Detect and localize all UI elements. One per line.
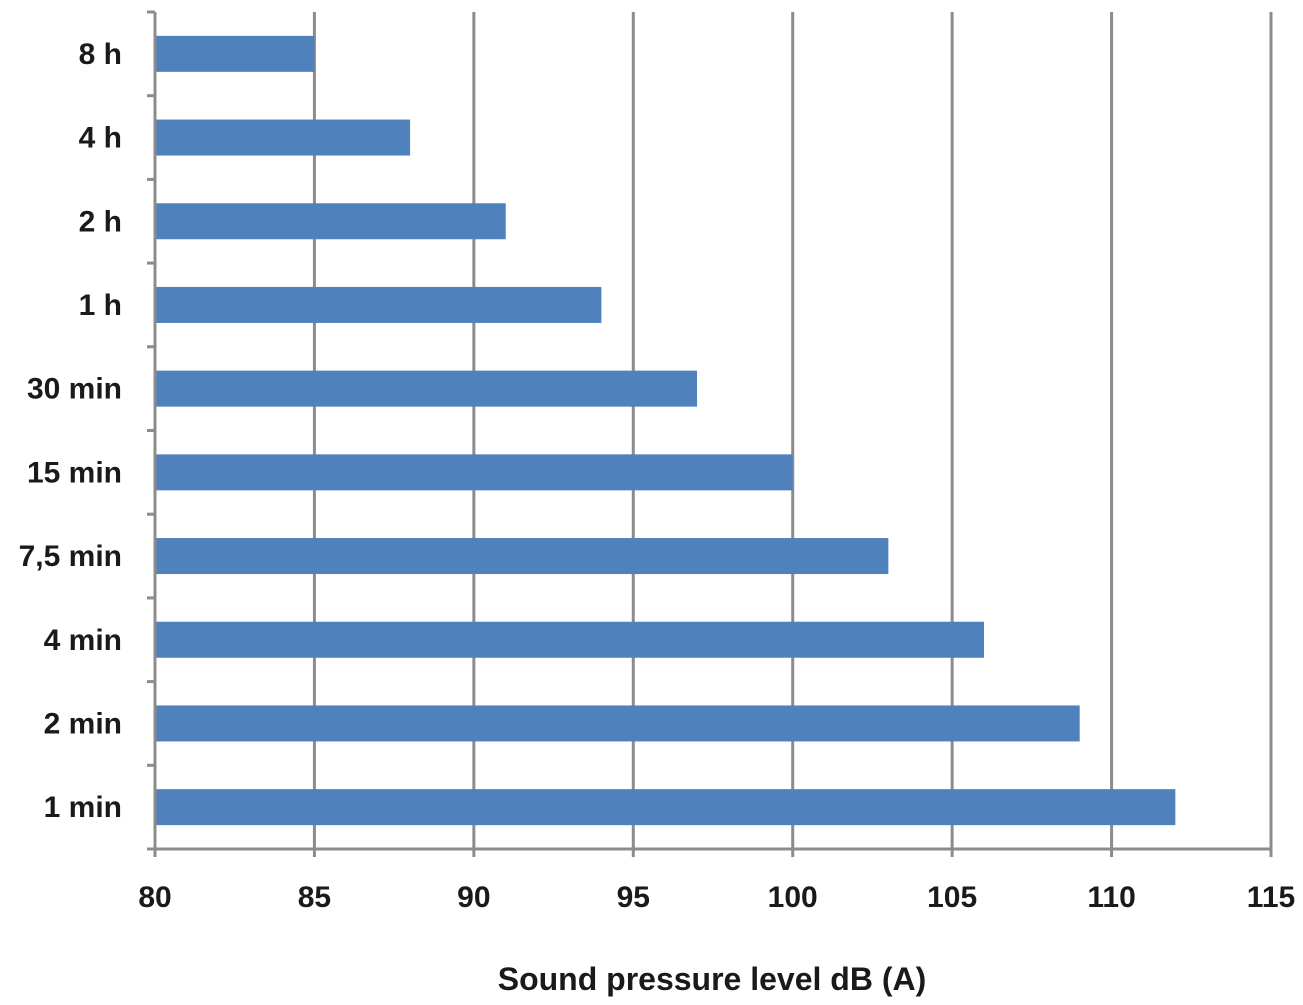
labels: 80 85 90 95 100 105 110 115 1 min 2 min 4 min 7,5 m… (19, 38, 1296, 914)
category-label: 2 min (44, 707, 122, 740)
category-label: 1 min (44, 791, 122, 824)
category-label: 15 min (27, 456, 122, 489)
category-label: 4 min (44, 624, 122, 657)
bar (155, 370, 698, 407)
category-label: 7,5 min (19, 540, 122, 573)
bar (155, 789, 1176, 826)
x-axis-title: Sound pressure level dB (A) (498, 961, 927, 997)
bar (155, 203, 506, 240)
category-label: 1 h (79, 289, 122, 322)
axes (147, 10, 1273, 857)
bar (155, 119, 411, 156)
x-tick-label: 100 (768, 881, 818, 914)
x-tick-label: 80 (138, 881, 171, 914)
category-label: 8 h (79, 38, 122, 71)
bar (155, 621, 985, 658)
category-label: 30 min (27, 373, 122, 406)
bar (155, 35, 315, 72)
x-tick-label: 105 (927, 881, 977, 914)
bar (155, 705, 1080, 742)
bar (155, 538, 889, 575)
bar (155, 286, 602, 323)
bar (155, 454, 793, 491)
x-tick-label: 110 (1087, 881, 1135, 914)
category-label: 2 h (79, 205, 122, 238)
bars (155, 35, 1176, 826)
x-tick-label: 95 (617, 881, 650, 914)
x-tick-label: 85 (298, 881, 331, 914)
x-tick-label: 115 (1247, 881, 1295, 914)
category-label: 4 h (79, 122, 122, 155)
x-tick-label: 90 (457, 881, 490, 914)
